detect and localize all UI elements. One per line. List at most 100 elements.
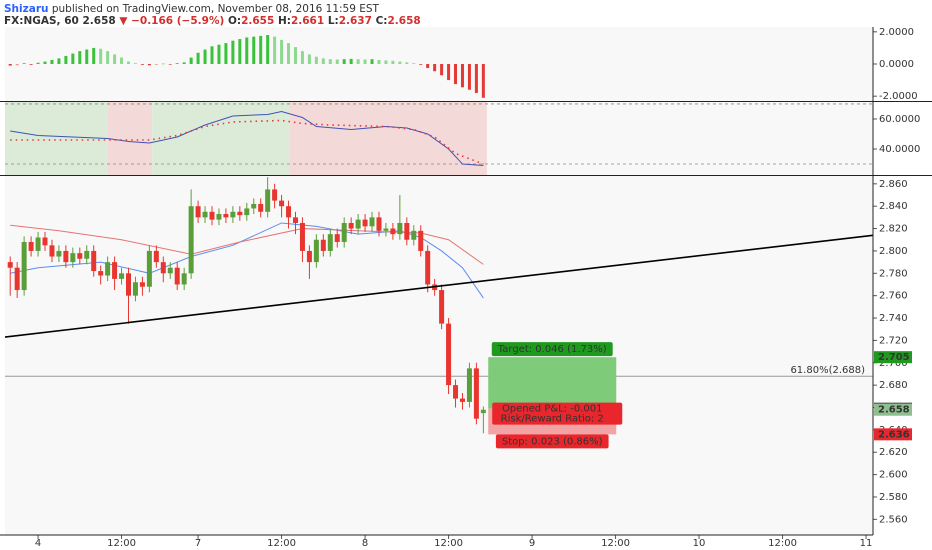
histogram-bar <box>356 59 360 64</box>
candle-body <box>195 206 201 218</box>
histogram-bar <box>440 64 444 76</box>
candle-body <box>21 241 27 291</box>
candle-body <box>237 211 243 216</box>
candle-body <box>446 323 452 386</box>
histogram-bar <box>481 64 485 98</box>
histogram-bar <box>419 64 423 65</box>
y-tick-label: 2.720 <box>879 335 908 346</box>
candle-body <box>188 206 194 274</box>
histogram-bar <box>335 59 339 64</box>
low: 2.637 <box>339 15 372 27</box>
oscillator-line <box>10 110 484 167</box>
candle-body <box>35 237 41 251</box>
histogram-bar <box>252 36 256 64</box>
candle-body <box>383 228 389 231</box>
candle-body <box>216 214 222 220</box>
candle-body <box>139 282 145 287</box>
y-tick-label: 2.600 <box>879 470 908 481</box>
histogram-bar <box>78 51 82 64</box>
candle-body <box>77 253 83 259</box>
histogram-bar <box>363 59 367 64</box>
candle-body <box>244 208 250 216</box>
y-tick-label: -2.0000 <box>879 91 918 102</box>
histogram-bar <box>8 64 12 66</box>
histogram-bar <box>405 62 409 64</box>
histogram-bar <box>460 64 464 88</box>
y-tick-label: 2.680 <box>879 380 908 391</box>
candle-body <box>112 262 118 279</box>
stop-label-box: Stop: 0.023 (0.86%) <box>495 434 609 449</box>
histogram-bar <box>349 58 353 64</box>
candle-body <box>320 239 326 251</box>
histogram-bar <box>64 55 68 64</box>
open-label: O: <box>228 15 241 27</box>
histogram-bar <box>391 60 395 64</box>
candle-body <box>341 222 347 242</box>
histogram-bar <box>43 61 47 64</box>
histogram-bar <box>454 64 458 85</box>
candle-body <box>84 250 90 259</box>
histogram-bar <box>106 51 110 64</box>
candle-body <box>299 222 305 251</box>
histogram-bar <box>314 56 318 64</box>
candle-body <box>327 234 333 251</box>
candle-body <box>425 250 431 285</box>
y-tick-label: 2.620 <box>879 447 908 458</box>
candle-body <box>480 409 486 414</box>
stop-label-bg <box>495 434 609 449</box>
histogram-bar <box>189 57 193 64</box>
candle-body <box>98 271 104 276</box>
candle-body <box>63 250 69 263</box>
candle-body <box>56 250 62 257</box>
candle-body <box>167 267 173 274</box>
candle-body <box>181 273 187 285</box>
candle-body <box>49 245 55 257</box>
candle-body <box>390 228 396 235</box>
price-marker-label: 2.658 <box>878 405 910 416</box>
histogram-bar <box>467 64 471 90</box>
y-tick-label: 2.700 <box>879 358 908 369</box>
histogram-bar <box>85 49 89 64</box>
x-tick-label: 12:00 <box>107 538 136 549</box>
candle-body <box>119 273 125 279</box>
candle-body <box>348 222 354 229</box>
y-tick-label: 0.0000 <box>879 59 914 70</box>
histogram-bar <box>168 64 172 65</box>
histogram-bar <box>120 57 124 64</box>
x-tick-label: 4 <box>35 538 41 549</box>
histogram-bar <box>182 62 186 64</box>
candle-body <box>313 239 319 263</box>
signal-region <box>107 102 153 175</box>
oscillator-line <box>10 119 484 165</box>
candle-body <box>28 241 34 251</box>
histogram-bar <box>474 64 478 93</box>
histogram-bar <box>210 46 214 64</box>
x-tick-label: 12:00 <box>601 538 630 549</box>
candle-body <box>286 206 292 218</box>
candle-body <box>251 203 257 209</box>
close-label: C: <box>376 15 388 27</box>
target-label-box: Target: 0.046 (1.73%) <box>491 342 613 357</box>
candle-body <box>473 368 479 419</box>
histogram-bar <box>293 47 297 64</box>
candle-body <box>42 237 48 246</box>
candle-body <box>160 262 166 274</box>
x-tick-label: 11 <box>860 538 873 549</box>
histogram-bar <box>161 63 165 65</box>
histogram-bar <box>15 64 19 66</box>
histogram-bar <box>133 63 137 64</box>
high: 2.661 <box>291 15 324 27</box>
candle-body <box>376 217 382 231</box>
y-tick-label: 2.760 <box>879 291 908 302</box>
candle-body <box>355 219 361 229</box>
histogram-bar <box>196 52 200 64</box>
histogram-bar <box>384 60 388 64</box>
x-tick-label: 12:00 <box>267 538 296 549</box>
histogram-bar <box>433 64 437 72</box>
moving-average <box>10 224 484 265</box>
high-label: H: <box>278 15 291 27</box>
candle-body <box>418 230 424 251</box>
histogram-bar <box>370 59 374 64</box>
profit-zone <box>488 357 617 409</box>
y-tick-label: 2.780 <box>879 268 908 279</box>
